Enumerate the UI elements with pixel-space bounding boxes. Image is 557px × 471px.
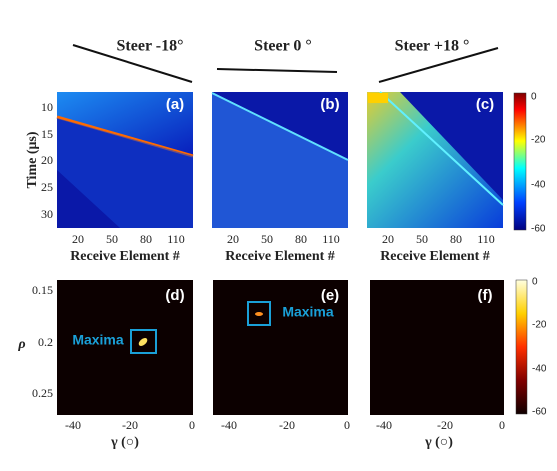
heatmap-d <box>57 280 193 415</box>
x-axis-label: Receive Element # <box>70 249 180 264</box>
x-axis-label: Receive Element # <box>225 249 335 264</box>
x-tick-label: -20 <box>122 418 138 432</box>
annotation: Maxima <box>72 332 124 348</box>
maxima-box <box>247 301 271 326</box>
x-tick-label: 50 <box>416 232 428 246</box>
panel-label: (b) <box>320 96 339 113</box>
y-tick-label: 20 <box>41 153 53 167</box>
y-tick-label: 30 <box>41 207 53 221</box>
x-axis-label: γ (○) <box>110 435 139 450</box>
x-tick-label: -40 <box>65 418 81 432</box>
x-tick-label: 110 <box>167 232 185 246</box>
x-tick-label: 0 <box>499 418 505 432</box>
x-tick-label: 80 <box>140 232 152 246</box>
x-tick-label: 80 <box>450 232 462 246</box>
x-tick-label: 20 <box>227 232 239 246</box>
heatmap-c <box>367 91 504 228</box>
steer-line <box>216 68 338 73</box>
x-axis-label: γ (○) <box>424 435 453 450</box>
heatmap-e <box>213 280 348 415</box>
y-tick-label: 0.25 <box>32 386 53 400</box>
colorbar-tick: -60 <box>532 407 547 418</box>
steer-label: Steer -18° <box>117 38 184 55</box>
y-tick-label: 25 <box>41 180 53 194</box>
maxima-box <box>130 329 157 354</box>
colorbar-tick: -40 <box>532 364 547 375</box>
annotation: Maxima <box>282 304 334 320</box>
panel-label: (f) <box>478 287 493 304</box>
x-tick-label: 50 <box>106 232 118 246</box>
heatmap-a <box>56 92 194 228</box>
x-tick-label: 50 <box>261 232 273 246</box>
colorbar <box>513 92 527 231</box>
y-tick-label: 0.2 <box>38 335 53 349</box>
maxima-spot <box>255 312 263 316</box>
x-tick-label: -20 <box>279 418 295 432</box>
steer-line <box>378 47 499 83</box>
x-tick-label: 80 <box>295 232 307 246</box>
x-tick-label: -20 <box>437 418 453 432</box>
colorbar <box>515 279 528 415</box>
panel-label: (d) <box>165 287 184 304</box>
colorbar-tick: -20 <box>531 135 546 146</box>
y-tick-label: 15 <box>41 127 53 141</box>
y-tick-label: 10 <box>41 100 53 114</box>
panel-label: (e) <box>321 287 339 304</box>
y-axis-label: ρ <box>17 337 25 352</box>
colorbar-tick: 0 <box>531 92 537 103</box>
heatmap-f <box>370 280 504 415</box>
steer-label: Steer +18 ° <box>395 38 470 55</box>
x-tick-label: 110 <box>322 232 340 246</box>
x-tick-label: 0 <box>344 418 350 432</box>
x-tick-label: -40 <box>376 418 392 432</box>
colorbar-tick: -40 <box>531 180 546 191</box>
panel-label: (a) <box>166 96 184 113</box>
colorbar-tick: 0 <box>532 277 538 288</box>
y-tick-label: 0.15 <box>32 283 53 297</box>
x-tick-label: -40 <box>221 418 237 432</box>
maxima-spot <box>138 338 148 346</box>
y-axis-label: Time (μs) <box>25 131 40 188</box>
x-tick-label: 20 <box>382 232 394 246</box>
x-tick-label: 0 <box>189 418 195 432</box>
steer-label: Steer 0 ° <box>254 38 312 55</box>
heatmap-b <box>211 92 349 228</box>
x-tick-label: 110 <box>477 232 495 246</box>
steer-line <box>72 44 193 83</box>
panel-label: (c) <box>476 96 494 113</box>
x-axis-label: Receive Element # <box>380 249 490 264</box>
x-tick-label: 20 <box>72 232 84 246</box>
colorbar-tick: -20 <box>532 320 547 331</box>
colorbar-tick: -60 <box>531 224 546 235</box>
